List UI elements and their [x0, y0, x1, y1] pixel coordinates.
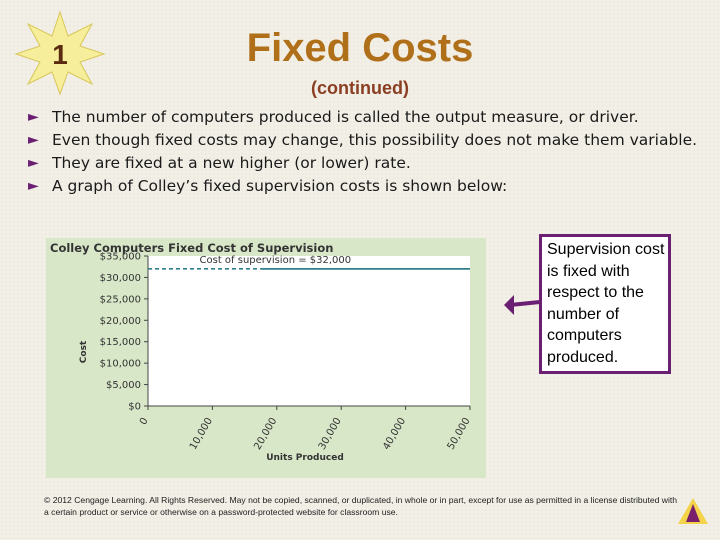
x-axis-label: Units Produced: [266, 453, 344, 463]
y-tick-label: $30,000: [100, 273, 141, 284]
bullet-text: Even though fixed costs may change, this…: [52, 131, 698, 149]
y-tick-label: $15,000: [100, 337, 141, 348]
cost-annotation: Cost of supervision = $32,000: [200, 255, 352, 266]
bullet-arrow-icon: ►: [28, 132, 39, 148]
y-tick-label: $25,000: [100, 294, 141, 305]
bullet-text: A graph of Colley’s fixed supervision co…: [52, 177, 508, 195]
cengage-logo-icon: [678, 498, 708, 524]
plot-area: [148, 256, 470, 406]
slide-number-badge: 1: [14, 10, 106, 96]
bullet-item: ► A graph of Colley’s fixed supervision c…: [28, 175, 708, 198]
bullet-list: ► The number of computers produced is cal…: [28, 106, 708, 198]
callout-box: Supervision cost is fixed with respect t…: [539, 234, 671, 374]
y-tick-label: $10,000: [100, 359, 141, 370]
y-tick-label: $0: [128, 402, 141, 413]
bullet-text: They are fixed at a new higher (or lower…: [52, 154, 411, 172]
chart-panel: Colley Computers Fixed Cost of Supervisi…: [46, 238, 486, 478]
bullet-item: ► Even though fixed costs may change, thi…: [28, 129, 708, 152]
bullet-arrow-icon: ►: [28, 178, 39, 194]
chart-title: Colley Computers Fixed Cost of Supervisi…: [50, 241, 333, 255]
y-tick-label: $5,000: [106, 380, 141, 391]
bullet-item: ► The number of computers produced is cal…: [28, 106, 708, 129]
copyright-notice: © 2012 Cengage Learning. All Rights Rese…: [44, 495, 678, 517]
callout-arrow-icon: [504, 295, 541, 315]
bullet-text: The number of computers produced is call…: [52, 108, 639, 126]
y-axis-label: Cost: [79, 340, 89, 363]
slide-number: 1: [52, 39, 68, 70]
slide-title: Fixed Costs: [246, 26, 474, 70]
bullet-item: ► They are fixed at a new higher (or lowe…: [28, 152, 708, 175]
slide-subtitle: (continued): [311, 78, 409, 98]
y-tick-label: $35,000: [100, 252, 141, 263]
bullet-arrow-icon: ►: [28, 155, 39, 171]
x-tick-label: 0: [138, 416, 151, 427]
starburst-icon: [14, 10, 106, 96]
supervision-cost-chart: Colley Computers Fixed Cost of Supervisi…: [46, 238, 486, 478]
bullet-arrow-icon: ►: [28, 109, 39, 125]
y-tick-label: $20,000: [100, 316, 141, 327]
